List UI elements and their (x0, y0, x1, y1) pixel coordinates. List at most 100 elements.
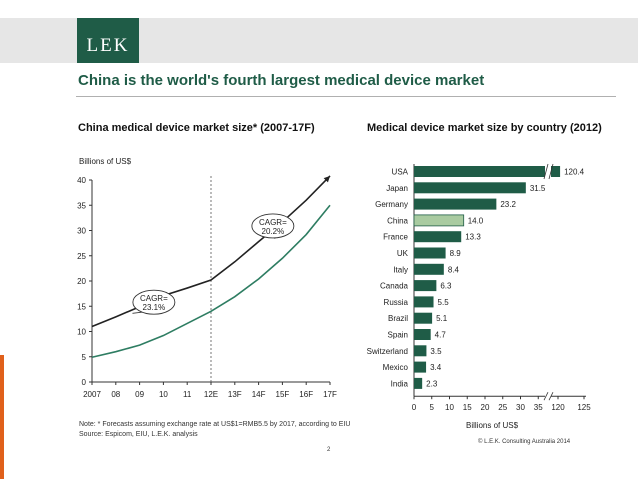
line-chart-y-tick-label: 20 (77, 277, 86, 286)
line-chart-x-tick-label: 17F (323, 390, 337, 399)
bar-chart-title: Medical device market size by country (2… (367, 122, 602, 134)
bar-chart-x-tick-label: 125 (577, 403, 591, 412)
bar-chart-x-tick-label: 25 (498, 403, 507, 412)
bar-category-label: Italy (393, 265, 408, 274)
bar-value-label: 3.4 (430, 363, 442, 372)
line-chart-x-tick-label: 14F (252, 390, 266, 399)
cagr-callout-label: CAGR= (140, 294, 168, 303)
line-chart-x-tick-label: 11 (183, 390, 192, 399)
bar-category-label: UK (397, 249, 409, 258)
line-chart-x-tick-label: 13F (228, 390, 242, 399)
bar-france (414, 231, 462, 243)
bar-category-label: India (391, 379, 409, 388)
slide-title: China is the world's fourth largest medi… (78, 72, 485, 89)
axis-break-mark (548, 392, 554, 401)
bar-category-label: Canada (380, 282, 409, 291)
cagr-callout-value: 23.1% (143, 303, 166, 312)
line-chart-y-tick-label: 0 (82, 378, 87, 387)
line-chart-x-tick-label: 15F (276, 390, 290, 399)
bar-chart-x-tick-label: 20 (481, 403, 490, 412)
bar-value-label: 2.3 (426, 379, 438, 388)
bar-break-mark (543, 163, 549, 180)
line-chart-x-tick-label: 10 (159, 390, 168, 399)
bar-category-label: Germany (375, 200, 408, 209)
bar-category-label: Spain (388, 331, 408, 340)
bar-value-label: 5.1 (436, 314, 448, 323)
bar-value-label: 5.5 (438, 298, 450, 307)
bar-chart-x-tick-label: 15 (463, 403, 472, 412)
line-series-arrowhead (323, 175, 330, 183)
bar-value-label: 120.4 (564, 168, 585, 177)
line-chart-x-tick-label: 12E (204, 390, 218, 399)
bar-mexico (414, 361, 427, 373)
bar-category-label: France (383, 233, 408, 242)
title-divider (76, 96, 616, 97)
cagr-callout-label: CAGR= (259, 218, 287, 227)
footnote-note: Note: * Forecasts assuming exchange rate… (79, 421, 351, 428)
bar-brazil (414, 312, 433, 324)
line-chart-x-tick-label: 09 (135, 390, 144, 399)
line-chart-y-tick-label: 40 (77, 176, 86, 185)
bar-category-label: Mexico (383, 363, 409, 372)
axis-break-mark (543, 392, 549, 401)
bar-switzerland (414, 345, 427, 357)
bar-value-label: 3.5 (430, 347, 442, 356)
line-chart-y-tick-label: 30 (77, 227, 86, 236)
bar-value-label: 8.4 (448, 265, 460, 274)
bar-chart-x-tick-label: 0 (412, 403, 417, 412)
bar-category-label: USA (392, 168, 409, 177)
line-chart-x-tick-label: 08 (111, 390, 120, 399)
bar-value-label: 13.3 (465, 233, 481, 242)
bar-value-label: 8.9 (450, 249, 462, 258)
line-chart-x-tick-label: 16F (299, 390, 313, 399)
line-chart-y-tick-label: 5 (82, 353, 87, 362)
line-chart-y-axis-label: Billions of US$ (79, 157, 132, 166)
cagr-callout-value: 20.2% (262, 227, 285, 236)
bar-break-mark (548, 163, 554, 180)
bar-chart-x-tick-label: 10 (445, 403, 454, 412)
line-series-0 (91, 175, 331, 328)
line-chart-x-tick-label: 2007 (83, 390, 101, 399)
bar-usa (414, 166, 561, 177)
bar-value-label: 6.3 (440, 282, 452, 291)
line-chart-title: China medical device market size* (2007-… (78, 122, 315, 134)
bar-japan (414, 182, 526, 194)
line-series-1 (91, 204, 331, 359)
bar-category-label: Brazil (388, 314, 408, 323)
bar-chart-x-tick-label: 35 (534, 403, 543, 412)
bar-break-gap (545, 164, 551, 179)
bar-value-label: 14.0 (468, 216, 484, 225)
bar-category-label: China (387, 216, 408, 225)
bar-canada (414, 280, 437, 292)
bar-russia (414, 296, 434, 308)
bar-value-label: 31.5 (530, 184, 546, 193)
bar-italy (414, 263, 444, 275)
bar-chart-x-axis-label: Billions of US$ (466, 421, 519, 430)
edge-accent (0, 355, 4, 479)
bar-germany (414, 198, 497, 210)
bar-china (413, 214, 465, 227)
line-chart-y-tick-label: 10 (77, 328, 86, 337)
footnote-source: Source: Espicom, EIU, L.E.K. analysis (79, 431, 198, 438)
bar-value-label: 4.7 (435, 331, 447, 340)
bar-spain (414, 329, 431, 340)
footnote: Note: * Forecasts assuming exchange rate… (79, 420, 350, 440)
line-chart-y-tick-label: 25 (77, 252, 86, 261)
bar-category-label: Switzerland (367, 347, 408, 356)
cagr-callout-bubble (132, 289, 176, 315)
bar-india (414, 377, 423, 389)
page-number: 2 (327, 447, 331, 453)
bar-uk (414, 247, 446, 259)
bar-category-label: Russia (384, 298, 409, 307)
axis-break-gap (545, 393, 551, 401)
line-chart-y-tick-label: 35 (77, 201, 86, 210)
cagr-callout-bubble (251, 213, 295, 239)
bar-chart-x-tick-label: 30 (516, 403, 525, 412)
line-chart-y-tick-label: 15 (77, 302, 86, 311)
bar-chart-x-tick-label: 120 (551, 403, 565, 412)
lek-logo: LEK (77, 18, 139, 63)
bar-category-label: Japan (386, 184, 408, 193)
bar-value-label: 23.2 (500, 200, 516, 209)
